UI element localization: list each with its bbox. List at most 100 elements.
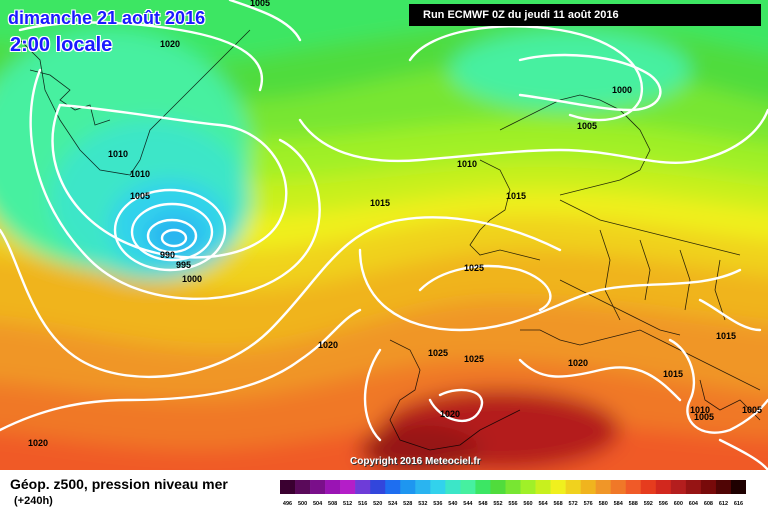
scale-swatch xyxy=(640,480,657,494)
scale-tick-label: 504 xyxy=(313,501,323,507)
scale-swatch xyxy=(700,480,717,494)
geopotential-map: 1005 1020 1000 1005 1010 1010 1005 990 9… xyxy=(0,0,768,470)
scale-swatch xyxy=(595,480,612,494)
scale-swatch xyxy=(535,480,551,494)
scale-swatch xyxy=(415,480,431,494)
isobar-label: 1025 xyxy=(464,354,484,364)
scale-swatch xyxy=(565,480,581,494)
isobar-label: 1005 xyxy=(250,0,270,8)
isobar-label: 1015 xyxy=(370,198,390,208)
scale-swatch xyxy=(370,480,386,494)
scale-swatch xyxy=(295,480,311,494)
isobar-label: 1000 xyxy=(182,274,202,284)
scale-swatch xyxy=(685,480,702,494)
scale-swatch xyxy=(670,480,687,494)
scale-swatch xyxy=(445,480,461,494)
scale-tick-label: 588 xyxy=(629,501,638,507)
scale-tick-label: 564 xyxy=(538,501,548,507)
scale-tick-label: 524 xyxy=(388,501,398,507)
isobar-value-labels: 1005 1020 1000 1005 1010 1010 1005 990 9… xyxy=(28,0,762,448)
legend-bar: Géop. z500, pression niveau mer (+240h) … xyxy=(0,470,768,512)
isobar-label: 1015 xyxy=(663,369,683,379)
scale-swatch xyxy=(715,480,732,494)
scale-tick-label: 616 xyxy=(734,501,743,507)
scale-swatch xyxy=(475,480,491,494)
scale-tick-label: 596 xyxy=(659,501,668,507)
scale-tick-label: 532 xyxy=(418,501,427,507)
scale-tick-label: 520 xyxy=(373,501,382,507)
scale-swatch xyxy=(610,480,627,494)
scale-swatch xyxy=(505,480,521,494)
scale-tick-label: 576 xyxy=(584,501,593,507)
isobar-label: 995 xyxy=(176,260,191,270)
isobar-label: 1010 xyxy=(457,159,477,169)
legend-title: Géop. z500, pression niveau mer xyxy=(10,476,228,492)
scale-swatch xyxy=(400,480,416,494)
scale-tick-label: 604 xyxy=(689,501,699,507)
scale-swatch xyxy=(310,480,326,494)
isobar-label: 1015 xyxy=(506,191,526,201)
isobar-label: 990 xyxy=(160,250,175,260)
isobar-label: 1005 xyxy=(130,191,150,201)
scale-tick-label: 552 xyxy=(493,501,502,507)
scale-tick-label: 540 xyxy=(448,501,457,507)
scale-swatch xyxy=(325,480,341,494)
isobar-label: 1020 xyxy=(160,39,180,49)
scale-swatch xyxy=(280,480,296,494)
scale-tick-label: 500 xyxy=(298,501,307,507)
scale-tick-label: 580 xyxy=(599,501,608,507)
scale-tick-label: 508 xyxy=(328,501,337,507)
scale-swatch xyxy=(340,480,356,494)
scale-tick-label: 592 xyxy=(644,501,653,507)
scale-tick-label: 600 xyxy=(674,501,683,507)
scale-tick-label: 516 xyxy=(358,501,367,507)
coastlines xyxy=(19,29,761,451)
isobar-label: 1015 xyxy=(716,331,736,341)
scale-tick-label: 528 xyxy=(403,501,412,507)
isobar-label: 1020 xyxy=(318,340,338,350)
isobar-label: 1005 xyxy=(577,121,597,131)
scale-swatch xyxy=(355,480,371,494)
isobar-label: 1025 xyxy=(428,348,448,358)
scale-swatch xyxy=(490,480,506,494)
isobar-label: 1005 xyxy=(742,405,762,415)
isobar-label: 1010 xyxy=(108,149,128,159)
isobar-label: 1020 xyxy=(568,358,588,368)
scale-swatch xyxy=(385,480,401,494)
isobar-label: 1000 xyxy=(612,85,632,95)
scale-tick-label: 496 xyxy=(283,501,292,507)
isobar-label: 1005 xyxy=(694,412,714,422)
run-info-banner: Run ECMWF 0Z du jeudi 11 août 2016 xyxy=(409,4,761,26)
scale-tick-label: 584 xyxy=(614,501,624,507)
scale-tick-label: 572 xyxy=(569,501,578,507)
scale-tick-label: 612 xyxy=(719,501,728,507)
color-scale: 496 500 504 508 512 516 520 524 528 532 536 540 544 5… xyxy=(280,480,746,507)
scale-tick-label: 512 xyxy=(343,501,352,507)
scale-swatch xyxy=(580,480,596,494)
forecast-date: dimanche 21 août 2016 xyxy=(8,8,206,28)
scale-tick-label: 548 xyxy=(478,501,487,507)
copyright-notice: Copyright 2016 Meteociel.fr xyxy=(350,456,481,467)
scale-swatch xyxy=(730,480,746,494)
forecast-local-time: 2:00 locale xyxy=(10,34,113,56)
scale-tick-label: 568 xyxy=(554,501,563,507)
scale-swatch xyxy=(625,480,642,494)
isobar-label: 1010 xyxy=(690,405,710,415)
scale-swatch xyxy=(655,480,672,494)
scale-tick-label: 536 xyxy=(433,501,442,507)
scale-swatch xyxy=(430,480,446,494)
isobar-label: 1020 xyxy=(440,409,460,419)
isobar-label: 1020 xyxy=(28,438,48,448)
scale-tick-label: 560 xyxy=(523,501,532,507)
scale-tick-label: 544 xyxy=(463,501,473,507)
scale-tick-label: 608 xyxy=(704,501,713,507)
isobar-label: 1010 xyxy=(130,169,150,179)
lead-time: (+240h) xyxy=(14,495,53,507)
isobar-label: 1025 xyxy=(464,263,484,273)
isobars xyxy=(0,0,768,470)
scale-swatch xyxy=(550,480,566,494)
scale-tick-label: 556 xyxy=(508,501,517,507)
scale-swatch xyxy=(460,480,476,494)
scale-swatch xyxy=(520,480,536,494)
